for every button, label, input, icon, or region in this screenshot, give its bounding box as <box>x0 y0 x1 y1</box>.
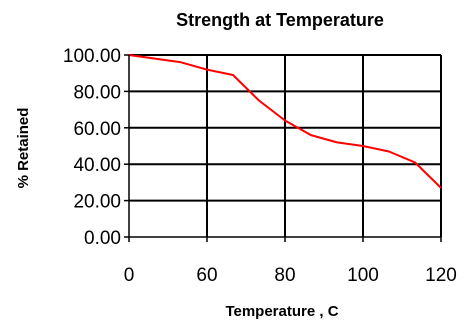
axes <box>124 54 442 242</box>
y-axis-title: % Retained <box>15 108 32 189</box>
x-tick-label: 60 <box>196 265 217 286</box>
x-axis-title: Temperature , C <box>225 303 338 320</box>
y-tick-label: 60.00 <box>73 119 121 140</box>
series-layer <box>128 54 442 189</box>
x-tick-label: 0 <box>124 265 135 286</box>
chart-title: Strength at Temperature <box>176 10 384 30</box>
series-line <box>128 54 442 189</box>
x-tick-label: 80 <box>274 265 295 286</box>
y-tick-label: 100.00 <box>63 46 121 67</box>
x-tick-label: 100 <box>347 265 379 286</box>
y-tick-label: 20.00 <box>73 192 121 213</box>
x-tick-label: 120 <box>425 265 457 286</box>
grid <box>129 54 442 237</box>
y-tick-label: 40.00 <box>73 155 121 176</box>
y-tick-labels: 0.00 20.00 40.00 60.00 80.00 100.00 <box>63 46 121 249</box>
x-tick-labels: 0 60 80 100 120 <box>124 265 457 286</box>
y-tick-label: 80.00 <box>73 82 121 103</box>
y-tick-label: 0.00 <box>84 228 121 249</box>
